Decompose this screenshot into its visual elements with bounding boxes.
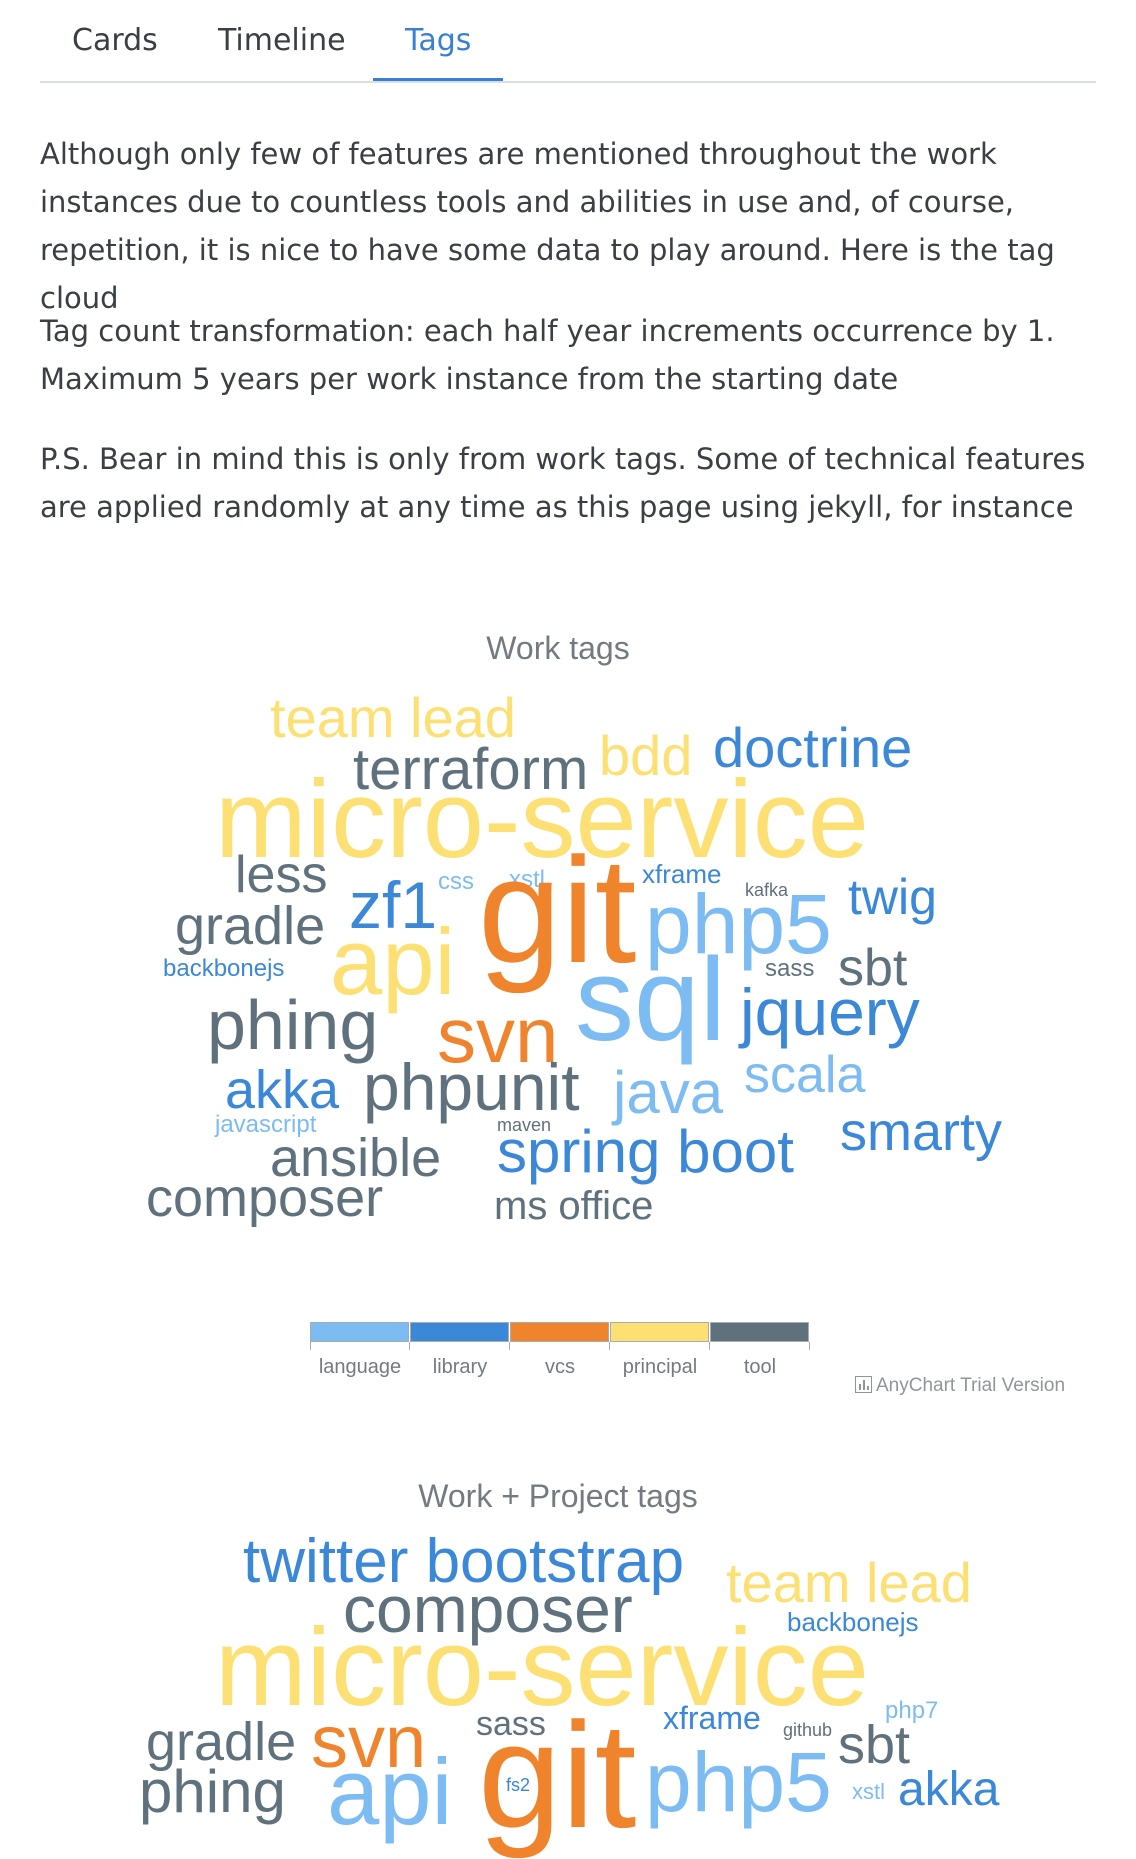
tag-word[interactable]: bdd [599,724,693,787]
tag-word[interactable]: api [327,1739,453,1844]
tag-word[interactable]: xstl [509,866,545,893]
tag-word[interactable]: xframe [663,1700,761,1736]
tag-word[interactable]: kafka [745,880,789,900]
tag-word[interactable]: terraform [353,737,589,802]
anychart-credit[interactable]: AnyChart Trial Version [855,1375,1065,1397]
work-tags-title: Work tags [486,630,630,666]
tag-word[interactable]: php5 [645,1735,832,1829]
legend-tick [809,1342,810,1350]
tag-word[interactable]: phing [207,986,379,1064]
tag-word[interactable]: sass [765,955,815,982]
intro-paragraph: Although only few of features are mentio… [40,130,1100,322]
tag-word[interactable]: twitter bootstrap [243,1527,685,1596]
tag-word[interactable]: team lead [726,1551,972,1614]
legend-tick [509,1342,510,1350]
transformation-paragraph: Tag count transformation: each half year… [40,307,1100,403]
legend-swatch-principal [610,1322,709,1342]
tag-word[interactable]: php7 [885,1697,939,1724]
work-project-tags-title: Work + Project tags [418,1478,698,1514]
legend-label-principal: principal [622,1356,698,1378]
tab-timeline[interactable]: Timeline [218,23,346,58]
tag-word[interactable]: java [613,1059,724,1126]
chart-icon [855,1376,872,1393]
ps-line: are applied randomly at any time as this… [40,490,1074,524]
tag-word[interactable]: github [783,1720,833,1740]
tag-word[interactable]: git [478,826,637,994]
tag-word[interactable]: team lead [270,686,516,749]
work-project-tags-cloud: twitter bootstrap team lead composer backbo… [139,1527,999,1851]
tag-word[interactable]: phing [139,1758,286,1825]
tag-word[interactable]: sbt [838,939,908,997]
tag-word[interactable]: svn [311,1700,427,1783]
intro-line: repetition, it is nice to have some data… [40,233,1055,315]
transformation-line: Tag count transformation: each half year… [40,314,1055,348]
legend-tick [310,1342,311,1350]
tag-word[interactable]: fs2 [506,1775,531,1795]
category-legend: language library vcs principal tool [310,1322,810,1382]
tag-word[interactable]: ms office [494,1184,654,1228]
tag-word[interactable]: micro-service [215,758,869,881]
tag-word[interactable]: xframe [642,859,722,889]
tag-word[interactable]: svn [437,991,559,1079]
credit-label: AnyChart Trial Version [876,1375,1066,1396]
tag-word[interactable]: sass [476,1705,546,1743]
tag-word[interactable]: zf1 [349,868,438,942]
legend-label-tool: tool [743,1356,777,1378]
tag-word[interactable]: composer [146,1168,384,1228]
tab-tags[interactable]: Tags [373,0,504,81]
legend-label-library: library [432,1356,488,1378]
intro-line: Although only few of features are mentio… [40,137,997,171]
tag-word[interactable]: backbonejs [163,955,285,982]
tab-bar: Cards Timeline Tags [40,0,1096,83]
tag-word[interactable]: api [330,909,456,1014]
tag-word[interactable]: jquery [740,975,920,1049]
tag-word[interactable]: doctrine [713,716,913,779]
tag-word[interactable]: akka [225,1060,340,1120]
tag-word[interactable]: backbonejs [787,1607,919,1637]
tag-word[interactable]: xstl [852,1779,885,1804]
intro-line: instances due to countless tools and abi… [40,185,1015,219]
legend-label-language: language [318,1356,402,1378]
ps-paragraph: P.S. Bear in mind this is only from work… [40,435,1100,531]
tag-word[interactable]: sbt [838,1715,911,1775]
tag-word[interactable]: maven [497,1115,552,1135]
tag-word[interactable]: scala [744,1046,866,1104]
legend-label-vcs: vcs [545,1356,575,1378]
tag-word[interactable]: twig [848,869,937,925]
tag-word[interactable]: smarty [840,1102,1002,1162]
tag-word[interactable]: ansible [270,1128,442,1188]
legend-tick [709,1342,710,1350]
tag-word[interactable]: gradle [146,1712,297,1772]
work-tags-cloud: team lead terraform bdd doctrine micro-servi… [146,686,1002,1228]
tag-word[interactable]: phpunit [363,1050,580,1124]
legend-tick [409,1342,410,1350]
tag-word[interactable]: php5 [645,877,832,971]
tag-word[interactable]: micro-service [215,1606,869,1729]
legend-swatch-vcs [510,1322,609,1342]
legend-swatch-language [310,1322,409,1342]
transformation-line: Maximum 5 years per work instance from t… [40,362,899,396]
legend-swatch-library [410,1322,509,1342]
legend-tick [609,1342,610,1350]
tag-word[interactable]: css [438,868,474,895]
ps-line: P.S. Bear in mind this is only from work… [40,442,1086,476]
tag-word[interactable]: spring boot [497,1118,794,1185]
tag-word[interactable]: git [478,1691,637,1859]
tag-word[interactable]: composer [343,1572,633,1646]
tag-word[interactable]: akka [898,1763,1000,1816]
tag-word[interactable]: sql [575,934,726,1066]
tag-word[interactable]: javascript [215,1111,317,1138]
tag-word[interactable]: gradle [175,896,326,956]
tab-cards[interactable]: Cards [72,23,158,58]
legend-swatch-tool [710,1322,809,1342]
tag-word[interactable]: less [235,846,328,904]
